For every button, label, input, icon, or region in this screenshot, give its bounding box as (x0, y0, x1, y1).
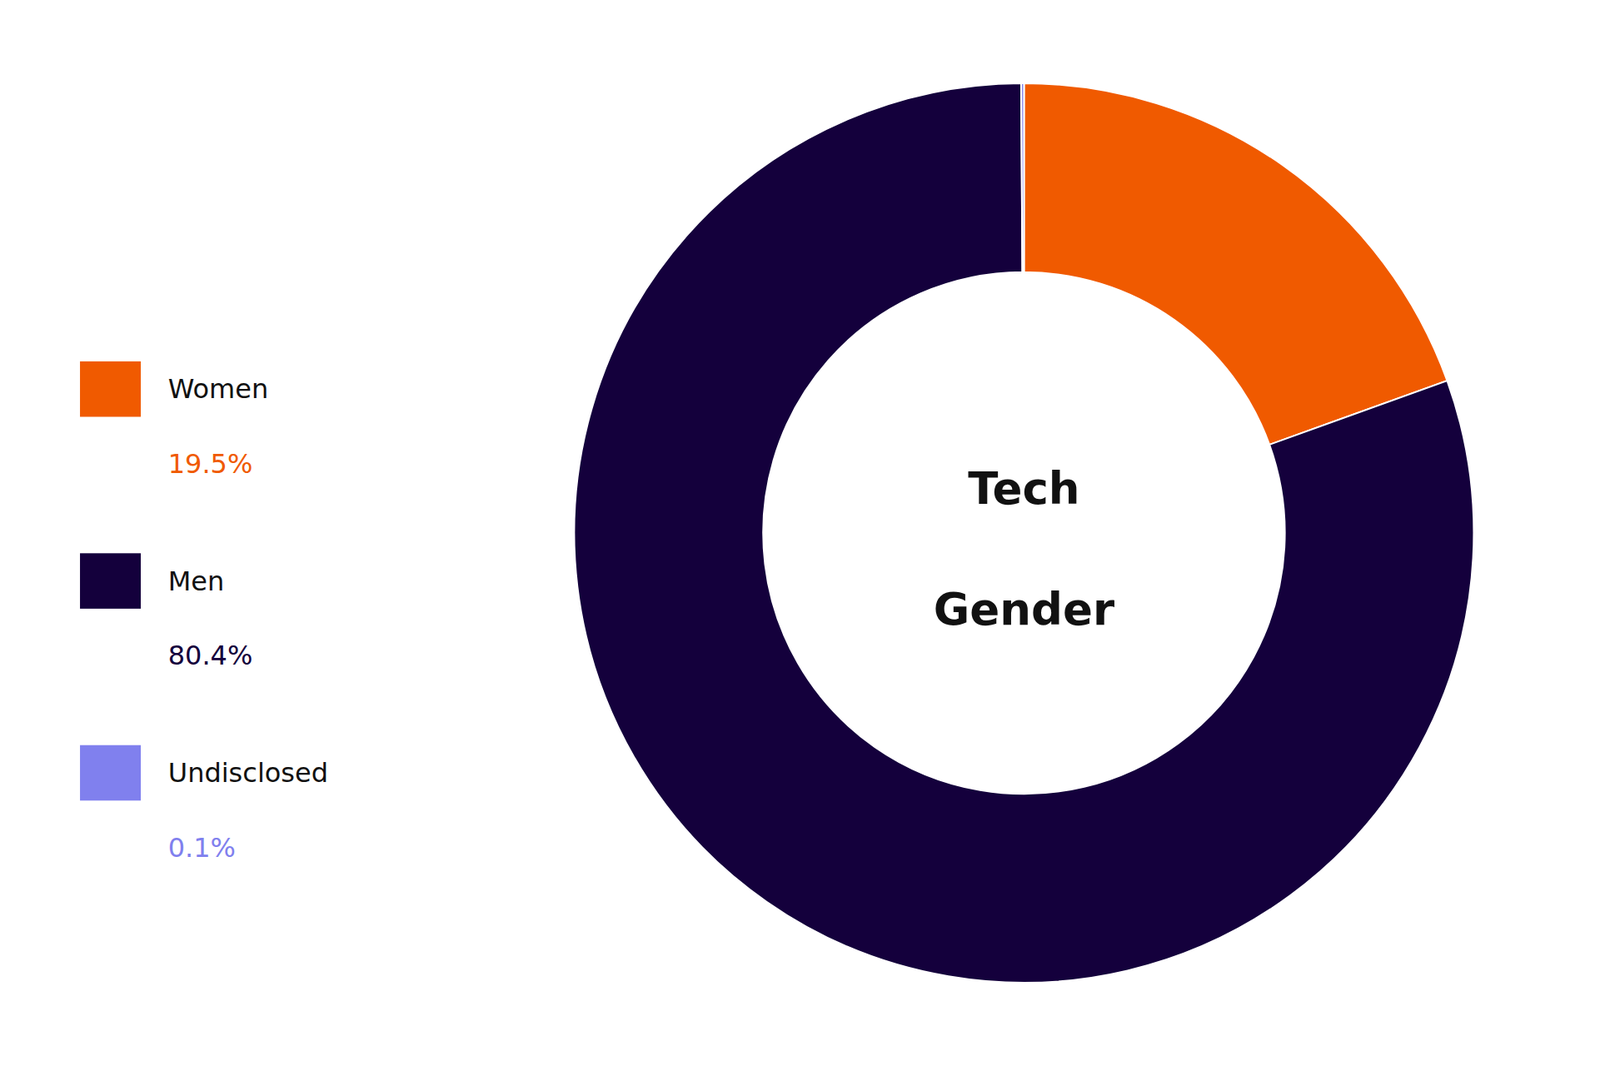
chart: Tech Gender Women 19.5% Men 80.4% Undisclosed 0… (0, 0, 1600, 1066)
legend-percent: 0.1% (168, 832, 236, 864)
legend-swatch (79, 361, 141, 418)
donut-slice (1023, 83, 1447, 445)
legend-swatch (79, 745, 141, 802)
legend-label: Men (168, 565, 225, 598)
legend-label: Undisclosed (168, 757, 329, 789)
legend-percent: 19.5% (168, 448, 254, 480)
donut-slice (1021, 83, 1024, 273)
donut (573, 83, 1474, 983)
legend-percent: 80.4% (168, 639, 254, 672)
legend-label: Women (168, 373, 269, 405)
donut-slice (573, 83, 1474, 983)
center-text: Tech (967, 463, 1080, 514)
legend: Women 19.5% Men 80.4% Undisclosed 0.1% (79, 361, 329, 864)
legend-swatch (79, 553, 141, 609)
center-text: Gender (933, 583, 1115, 635)
